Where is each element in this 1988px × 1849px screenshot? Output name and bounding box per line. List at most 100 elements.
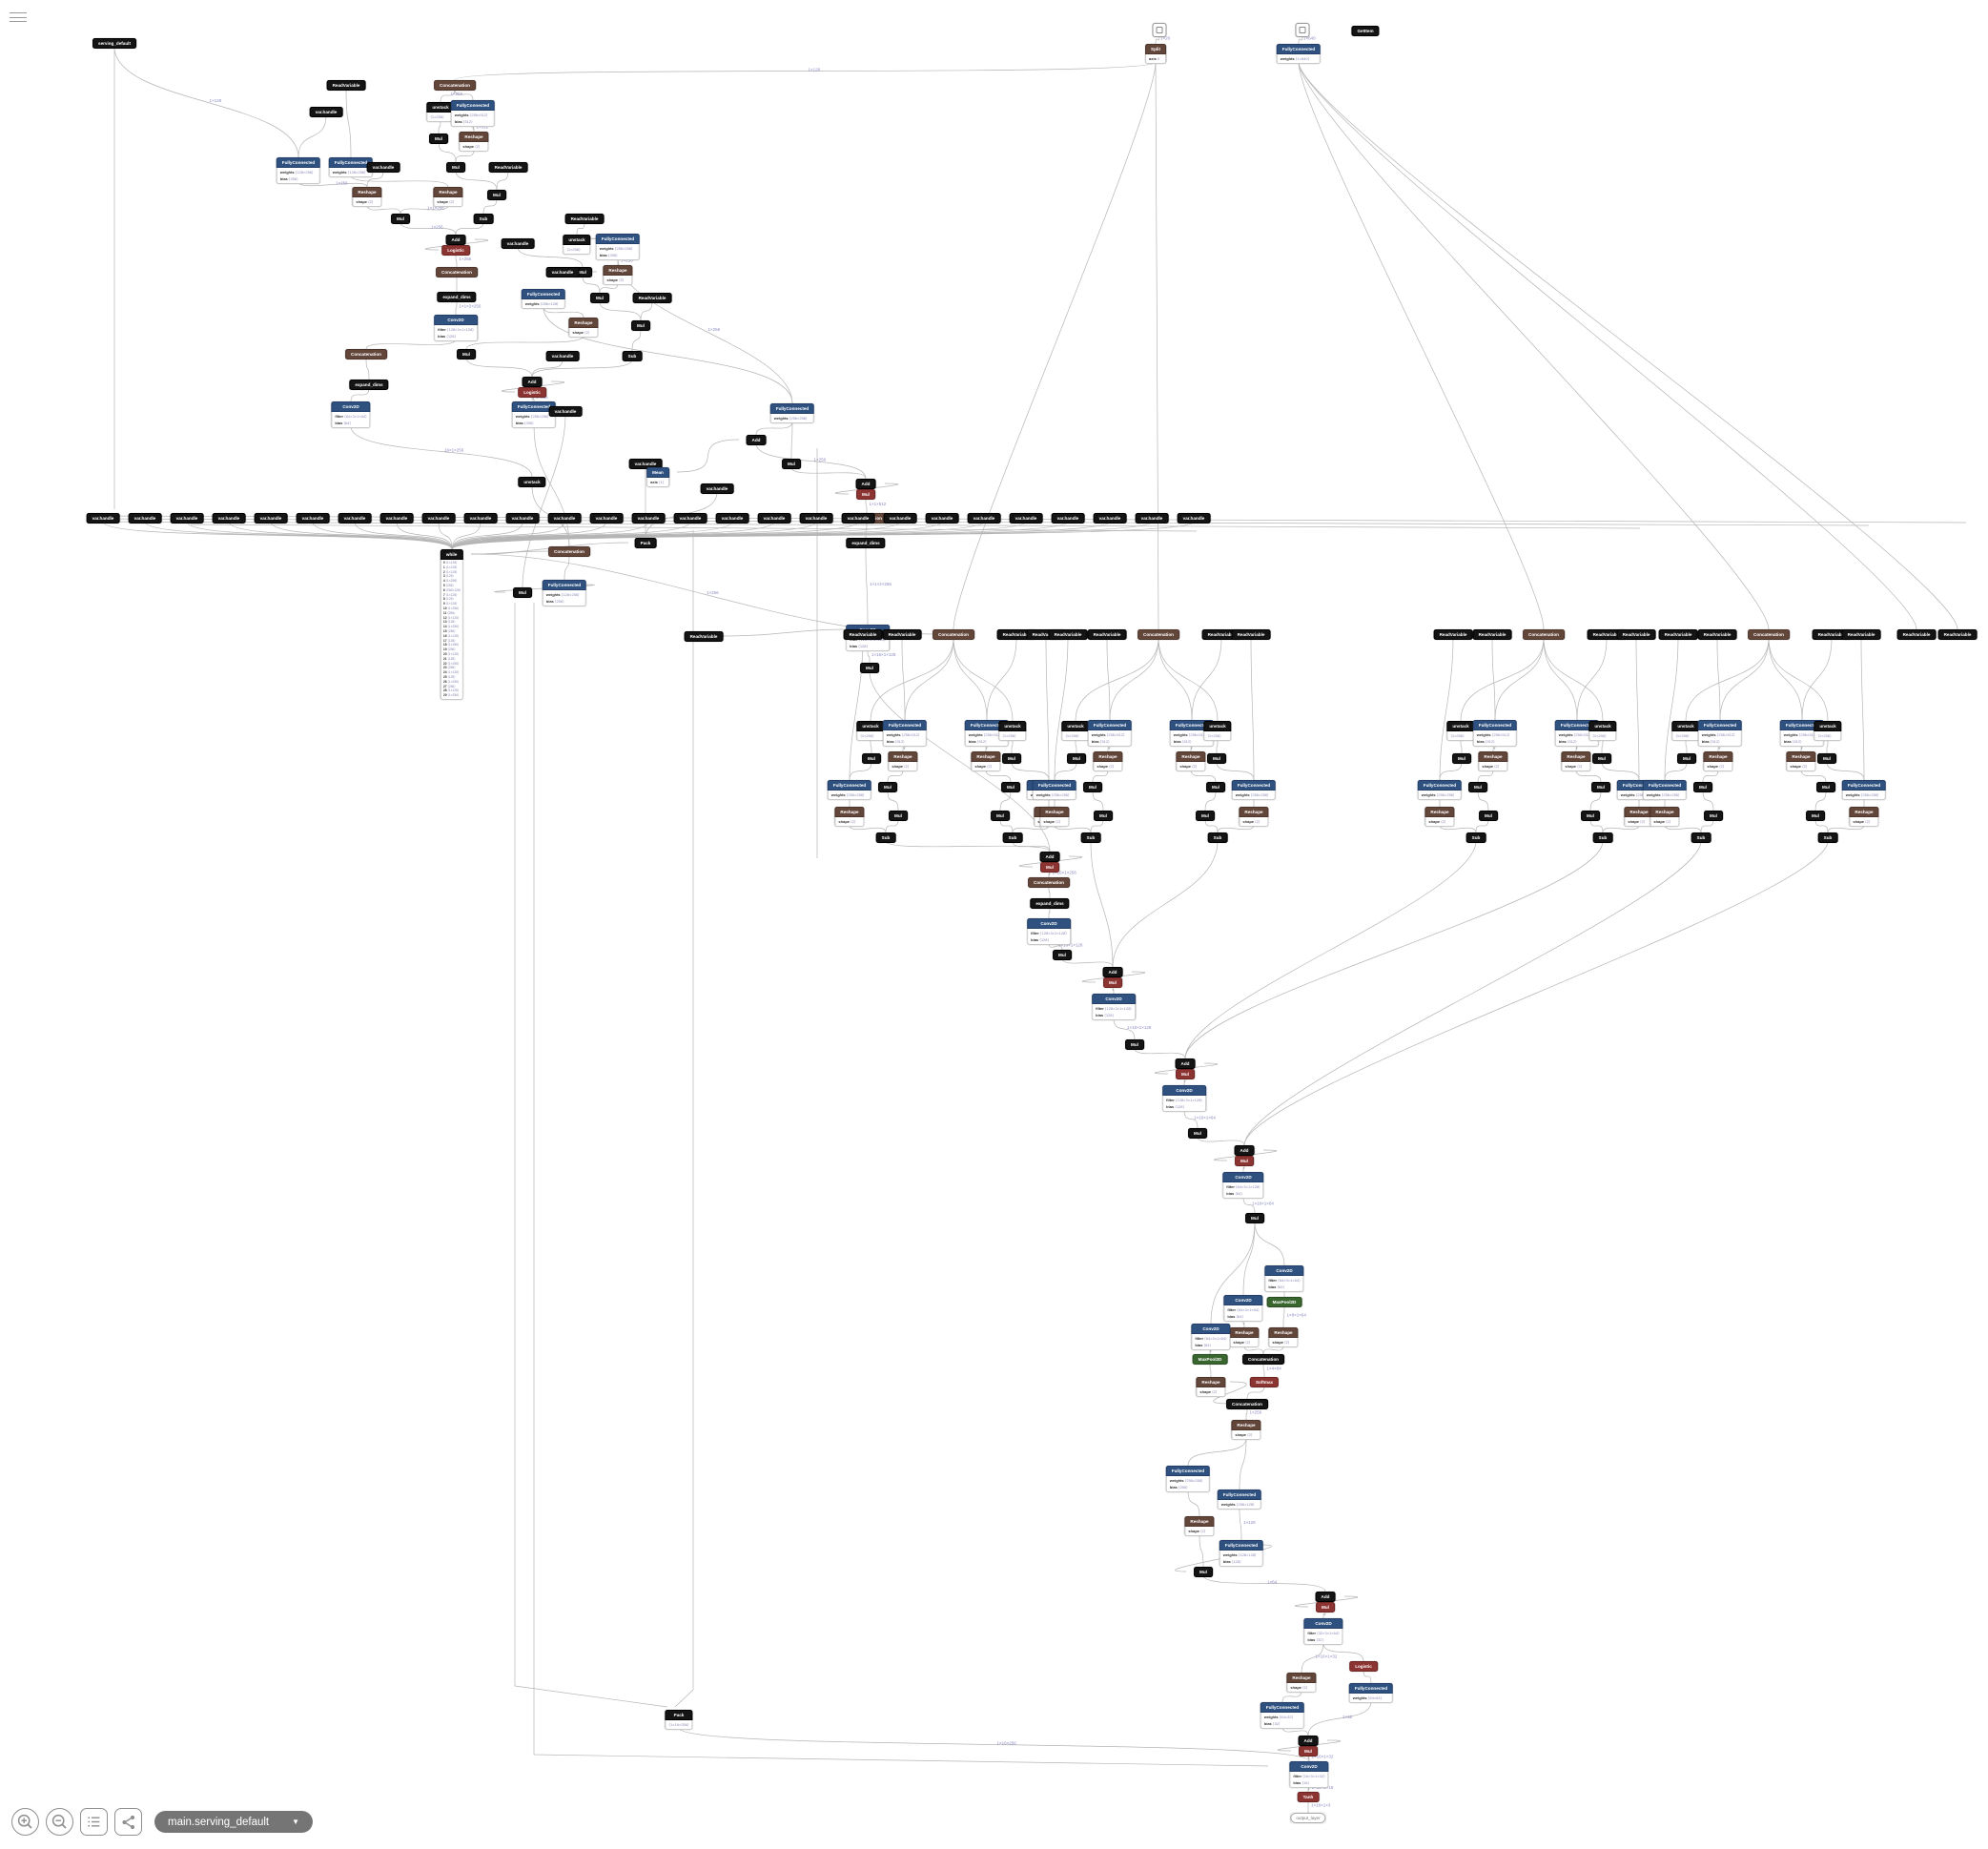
- graph-node-mul[interactable]: Mul: [429, 134, 448, 144]
- graph-node-fullyconnected[interactable]: FullyConnected weights ⟨1×640⟩: [1276, 44, 1322, 64]
- graph-node-unstack[interactable]: unstack ⟨1×256⟩: [1588, 721, 1617, 741]
- graph-node-readvariable[interactable]: ReadVariable: [1048, 629, 1088, 640]
- graph-node-expand-dims[interactable]: expand_dims: [437, 292, 477, 302]
- graph-node-readvariable[interactable]: ReadVariable: [1433, 629, 1473, 640]
- graph-node-fullyconnected[interactable]: FullyConnected weights ⟨256×256⟩ bias ⟨256…: [595, 234, 641, 260]
- graph-node-readvariable[interactable]: ReadVariable: [1697, 629, 1737, 640]
- graph-node-mul[interactable]: Mul: [1245, 1213, 1264, 1223]
- graph-node-unstack[interactable]: unstack ⟨1×256⟩: [1671, 721, 1700, 741]
- graph-node-concatenation[interactable]: Concatenation: [1028, 877, 1070, 888]
- graph-node-var-handle[interactable]: var.handle: [883, 513, 917, 524]
- graph-node-readvariable[interactable]: ReadVariable: [1841, 629, 1881, 640]
- graph-node-sub[interactable]: Sub: [875, 832, 896, 843]
- graph-node-var-handle[interactable]: var.handle: [379, 513, 414, 524]
- graph-node-fullyconnected[interactable]: FullyConnected weights ⟨128×256⟩ bias ⟨256…: [276, 157, 321, 184]
- graph-node-mul[interactable]: Mul: [1001, 782, 1020, 792]
- graph-node-var-handle[interactable]: var.handle: [757, 513, 791, 524]
- graph-node-add[interactable]: Add: [855, 479, 876, 489]
- graph-node-sub[interactable]: Sub: [1817, 832, 1838, 843]
- graph-node-softmax[interactable]: Softmax: [1249, 1377, 1280, 1387]
- graph-node-fullyconnected[interactable]: FullyConnected weights ⟨128×256⟩: [328, 157, 374, 177]
- graph-node-mul[interactable]: Mul: [1816, 782, 1835, 792]
- graph-node-var-handle[interactable]: var.handle: [254, 513, 288, 524]
- graph-node-var-handle[interactable]: var.handle: [967, 513, 1001, 524]
- graph-node-mul[interactable]: Mul: [1299, 1746, 1318, 1757]
- graph-node-readvariable[interactable]: ReadVariable: [1087, 629, 1127, 640]
- graph-node-concatenation[interactable]: Concatenation: [1523, 629, 1565, 640]
- graph-node-expand-dims[interactable]: expand_dims: [846, 538, 886, 548]
- graph-node-conv2d[interactable]: Conv2D filter ⟨64×3×1×64⟩ bias ⟨64⟩: [331, 401, 371, 428]
- graph-node-fullyconnected[interactable]: FullyConnected weights ⟨128×256⟩ bias ⟨256…: [542, 580, 587, 606]
- graph-node-mul[interactable]: Mul: [631, 320, 650, 331]
- graph-node-port[interactable]: [1152, 23, 1167, 37]
- graph-node-mul[interactable]: Mul: [1452, 753, 1471, 764]
- graph-node-mul[interactable]: Mul: [1053, 950, 1072, 960]
- graph-node-sub[interactable]: Sub: [1002, 832, 1023, 843]
- graph-node-mul[interactable]: Mul: [487, 190, 506, 200]
- graph-node-mul[interactable]: Mul: [1235, 1156, 1254, 1166]
- graph-node-unstack[interactable]: unstack ⟨1×256⟩: [1203, 721, 1232, 741]
- graph-node-fullyconnected[interactable]: FullyConnected weights ⟨256×512⟩ bias ⟨512…: [1169, 720, 1215, 747]
- graph-node-mul[interactable]: Mul: [856, 489, 875, 500]
- graph-node-mul[interactable]: Mul: [1316, 1602, 1335, 1613]
- graph-node-readvariable[interactable]: ReadVariable: [488, 162, 528, 173]
- graph-node-concatenation[interactable]: Concatenation: [1748, 629, 1790, 640]
- graph-node-concatenation[interactable]: Concatenation: [933, 629, 974, 640]
- graph-node-conv2d[interactable]: Conv2D filter ⟨64×3×1×64⟩ bias ⟨64⟩: [1223, 1295, 1263, 1322]
- graph-node-add[interactable]: Add: [1298, 1736, 1319, 1746]
- graph-node-readvariable[interactable]: ReadVariable: [1658, 629, 1698, 640]
- graph-node-mul[interactable]: Mul: [1176, 1069, 1195, 1079]
- graph-node-readvariable[interactable]: ReadVariable: [632, 293, 672, 303]
- graph-node-concatenation[interactable]: Concatenation: [436, 267, 478, 277]
- graph-node-mul[interactable]: Mul: [513, 587, 532, 598]
- graph-node-unstack[interactable]: unstack ⟨1×256⟩: [856, 721, 885, 741]
- graph-node-sub[interactable]: Sub: [1080, 832, 1101, 843]
- graph-node-var-handle[interactable]: var.handle: [309, 107, 343, 117]
- graph-node-fullyconnected[interactable]: FullyConnected weights ⟨256×512⟩ bias ⟨512…: [964, 720, 1010, 747]
- graph-node-add[interactable]: Add: [746, 435, 767, 445]
- zoom-out-button[interactable]: [46, 1808, 73, 1836]
- graph-node-add[interactable]: Add: [1039, 852, 1060, 862]
- graph-node-var-handle[interactable]: var.handle: [170, 513, 204, 524]
- graph-node-mul[interactable]: Mul: [446, 162, 465, 173]
- graph-node-unstack[interactable]: unstack ⟨1×256⟩: [1446, 721, 1475, 741]
- graph-node-readvariable[interactable]: ReadVariable: [326, 80, 366, 91]
- graph-node-mul[interactable]: Mul: [1806, 811, 1825, 821]
- graph-node-port[interactable]: [1295, 23, 1310, 37]
- graph-node-mul[interactable]: Mul: [457, 349, 476, 360]
- graph-node-var-handle[interactable]: var.handle: [925, 513, 959, 524]
- graph-node-var-handle[interactable]: var.handle: [545, 267, 580, 277]
- graph-node-mul[interactable]: Mul: [1188, 1128, 1207, 1139]
- graph-node-logistic[interactable]: Logistic: [518, 387, 546, 398]
- zoom-in-button[interactable]: [11, 1808, 39, 1836]
- properties-button[interactable]: [80, 1808, 108, 1836]
- graph-node-mul[interactable]: Mul: [1677, 753, 1696, 764]
- graph-node-var-handle[interactable]: var.handle: [673, 513, 707, 524]
- graph-node-var-handle[interactable]: var.handle: [700, 483, 734, 494]
- graph-node-logistic[interactable]: Logistic: [441, 245, 470, 256]
- graph-node-var-handle[interactable]: var.handle: [1093, 513, 1127, 524]
- graph-node-readvariable[interactable]: ReadVariable: [1472, 629, 1512, 640]
- graph-node-tanh[interactable]: Tanh: [1297, 1792, 1320, 1802]
- graph-node-add[interactable]: Add: [1175, 1058, 1196, 1069]
- graph-node-var-handle[interactable]: var.handle: [366, 162, 400, 173]
- graph-node-fullyconnected[interactable]: FullyConnected weights ⟨256×512⟩ bias ⟨512…: [1087, 720, 1133, 747]
- graph-node-serving-default[interactable]: serving_default: [92, 38, 136, 49]
- graph-node-mul[interactable]: Mul: [1067, 753, 1086, 764]
